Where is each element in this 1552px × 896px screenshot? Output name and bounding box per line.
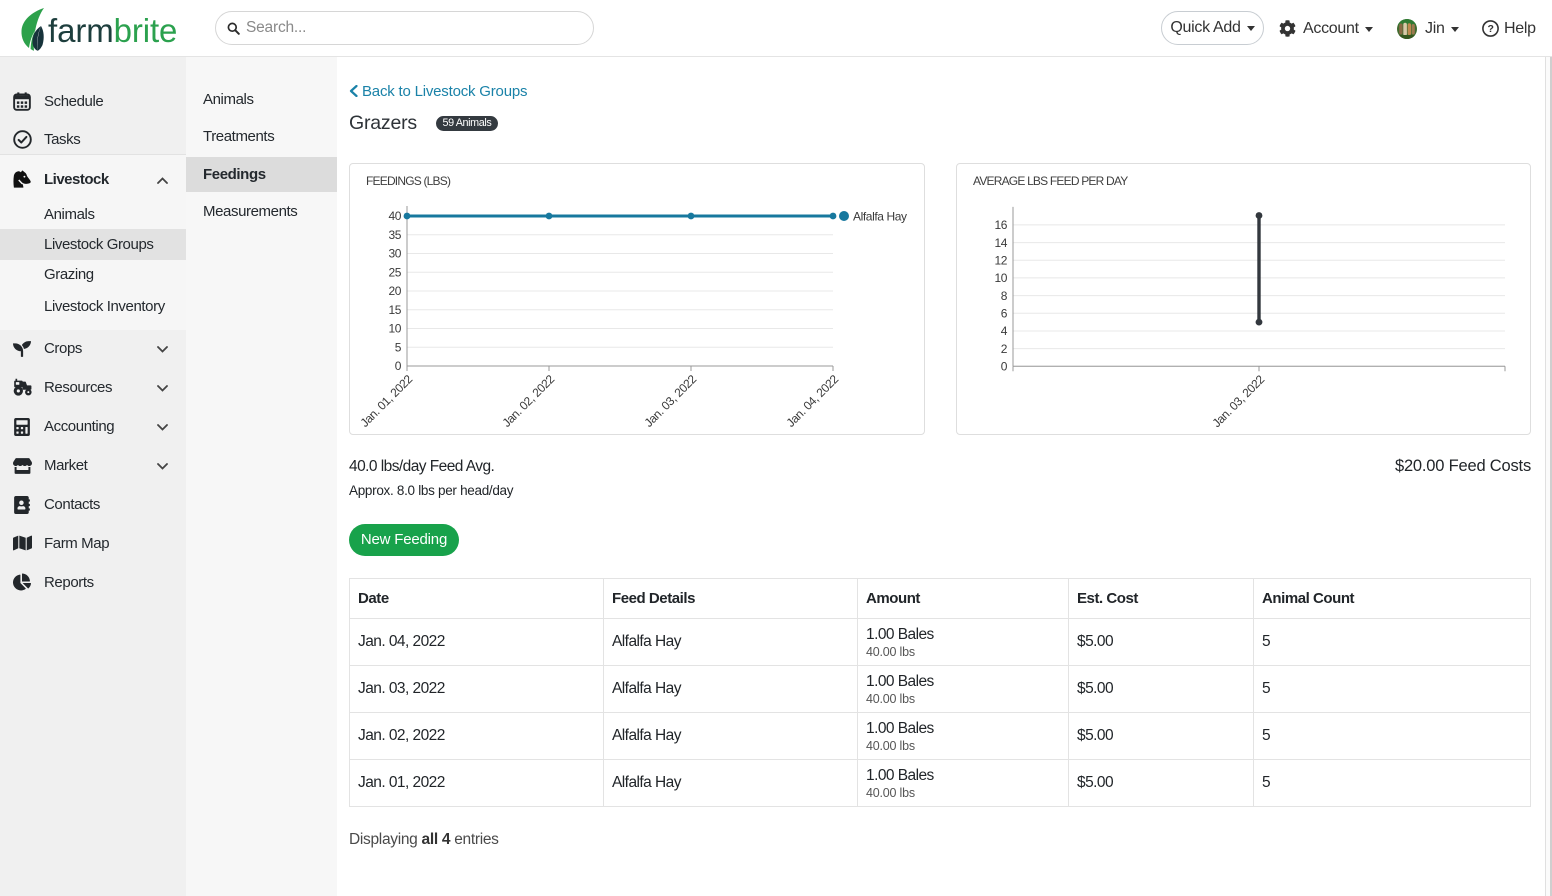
svg-text:25: 25 xyxy=(388,265,401,279)
svg-text:Jan. 04, 2022: Jan. 04, 2022 xyxy=(783,372,841,430)
svg-text:Alfalfa Hay: Alfalfa Hay xyxy=(853,210,907,224)
svg-text:Jan. 03, 2022: Jan. 03, 2022 xyxy=(641,372,699,430)
svg-text:15: 15 xyxy=(388,303,401,317)
svg-text:10: 10 xyxy=(994,271,1007,285)
svg-text:Jan. 03, 2022: Jan. 03, 2022 xyxy=(1209,372,1267,430)
svg-text:20: 20 xyxy=(388,284,401,298)
svg-text:0: 0 xyxy=(1001,360,1008,374)
svg-text:35: 35 xyxy=(388,228,401,242)
svg-text:10: 10 xyxy=(388,322,401,336)
svg-text:5: 5 xyxy=(395,340,402,354)
svg-text:Jan. 02, 2022: Jan. 02, 2022 xyxy=(499,372,557,430)
svg-text:40: 40 xyxy=(388,209,401,223)
svg-text:Jan. 01, 2022: Jan. 01, 2022 xyxy=(357,372,415,430)
svg-text:0: 0 xyxy=(395,359,402,373)
svg-text:8: 8 xyxy=(1001,289,1008,303)
svg-text:4: 4 xyxy=(1001,324,1008,338)
svg-text:12: 12 xyxy=(994,253,1007,267)
svg-text:30: 30 xyxy=(388,247,401,261)
svg-text:6: 6 xyxy=(1001,306,1008,320)
svg-text:14: 14 xyxy=(994,236,1007,250)
svg-text:?: ? xyxy=(1487,23,1493,35)
svg-text:16: 16 xyxy=(994,218,1007,232)
svg-text:2: 2 xyxy=(1001,342,1008,356)
